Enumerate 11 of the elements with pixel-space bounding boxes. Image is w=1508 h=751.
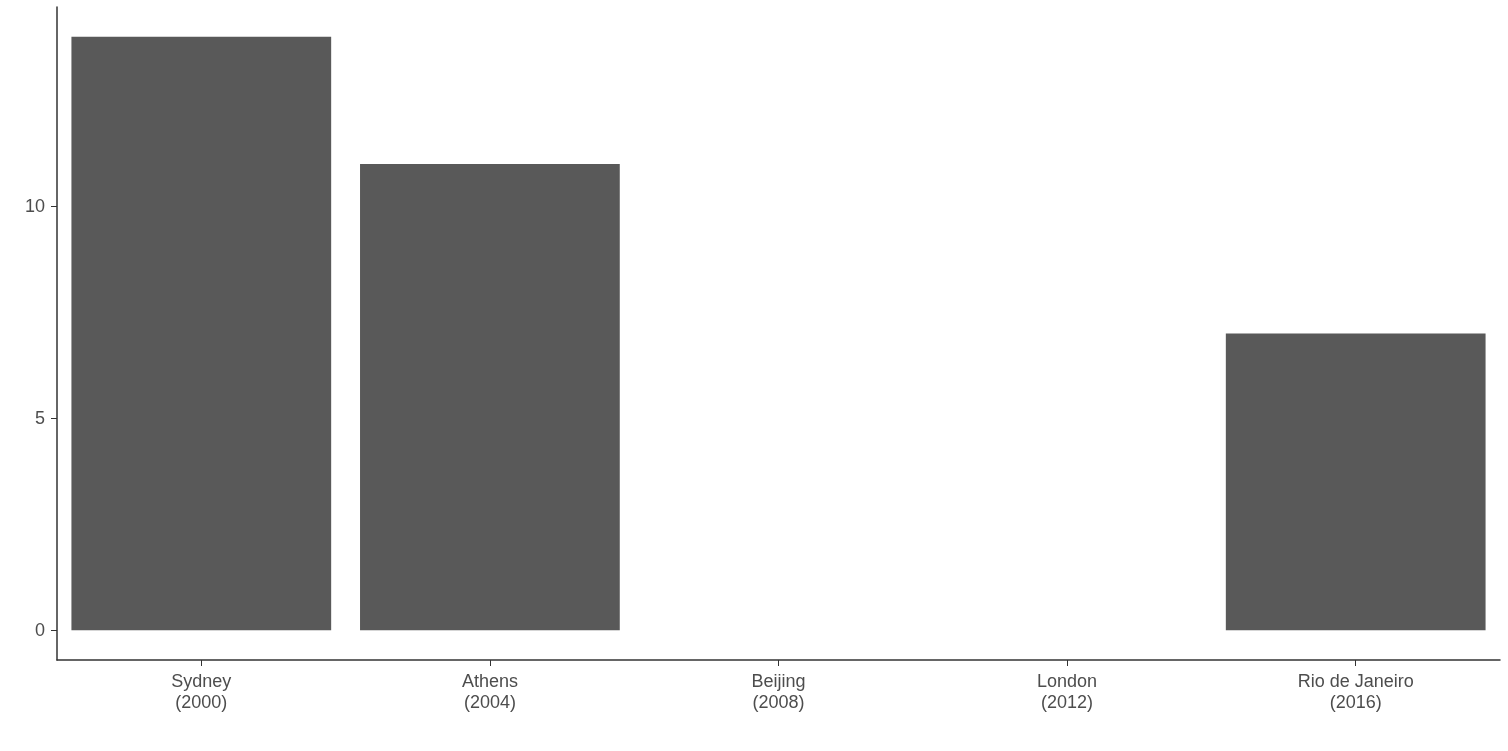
x-tick-label: Rio de Janeiro (2016) — [1297, 670, 1414, 712]
x-tick-label: Beijing (2008) — [751, 670, 806, 712]
bar — [360, 163, 620, 631]
bar — [1225, 333, 1486, 631]
x-tick-label: Athens (2004) — [461, 670, 518, 712]
x-tick-label: Sydney (2000) — [171, 670, 232, 712]
y-tick-label: 10 — [24, 196, 45, 217]
bar — [71, 36, 332, 631]
x-tick-label: London (2012) — [1037, 670, 1098, 712]
y-tick-label: 0 — [34, 620, 45, 641]
y-tick-label: 5 — [34, 408, 45, 429]
